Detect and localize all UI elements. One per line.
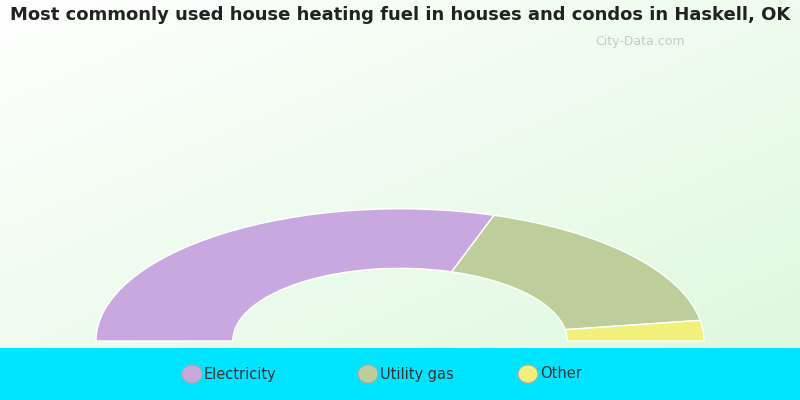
Wedge shape [565, 320, 704, 341]
Text: Most commonly used house heating fuel in houses and condos in Haskell, OK: Most commonly used house heating fuel in… [10, 6, 790, 24]
Text: City-Data.com: City-Data.com [595, 35, 685, 48]
Ellipse shape [358, 365, 378, 383]
Ellipse shape [182, 365, 202, 383]
Ellipse shape [518, 365, 538, 383]
Wedge shape [96, 209, 494, 341]
Wedge shape [452, 215, 700, 330]
Text: Other: Other [540, 366, 582, 382]
Text: Electricity: Electricity [204, 366, 277, 382]
Text: Utility gas: Utility gas [380, 366, 454, 382]
